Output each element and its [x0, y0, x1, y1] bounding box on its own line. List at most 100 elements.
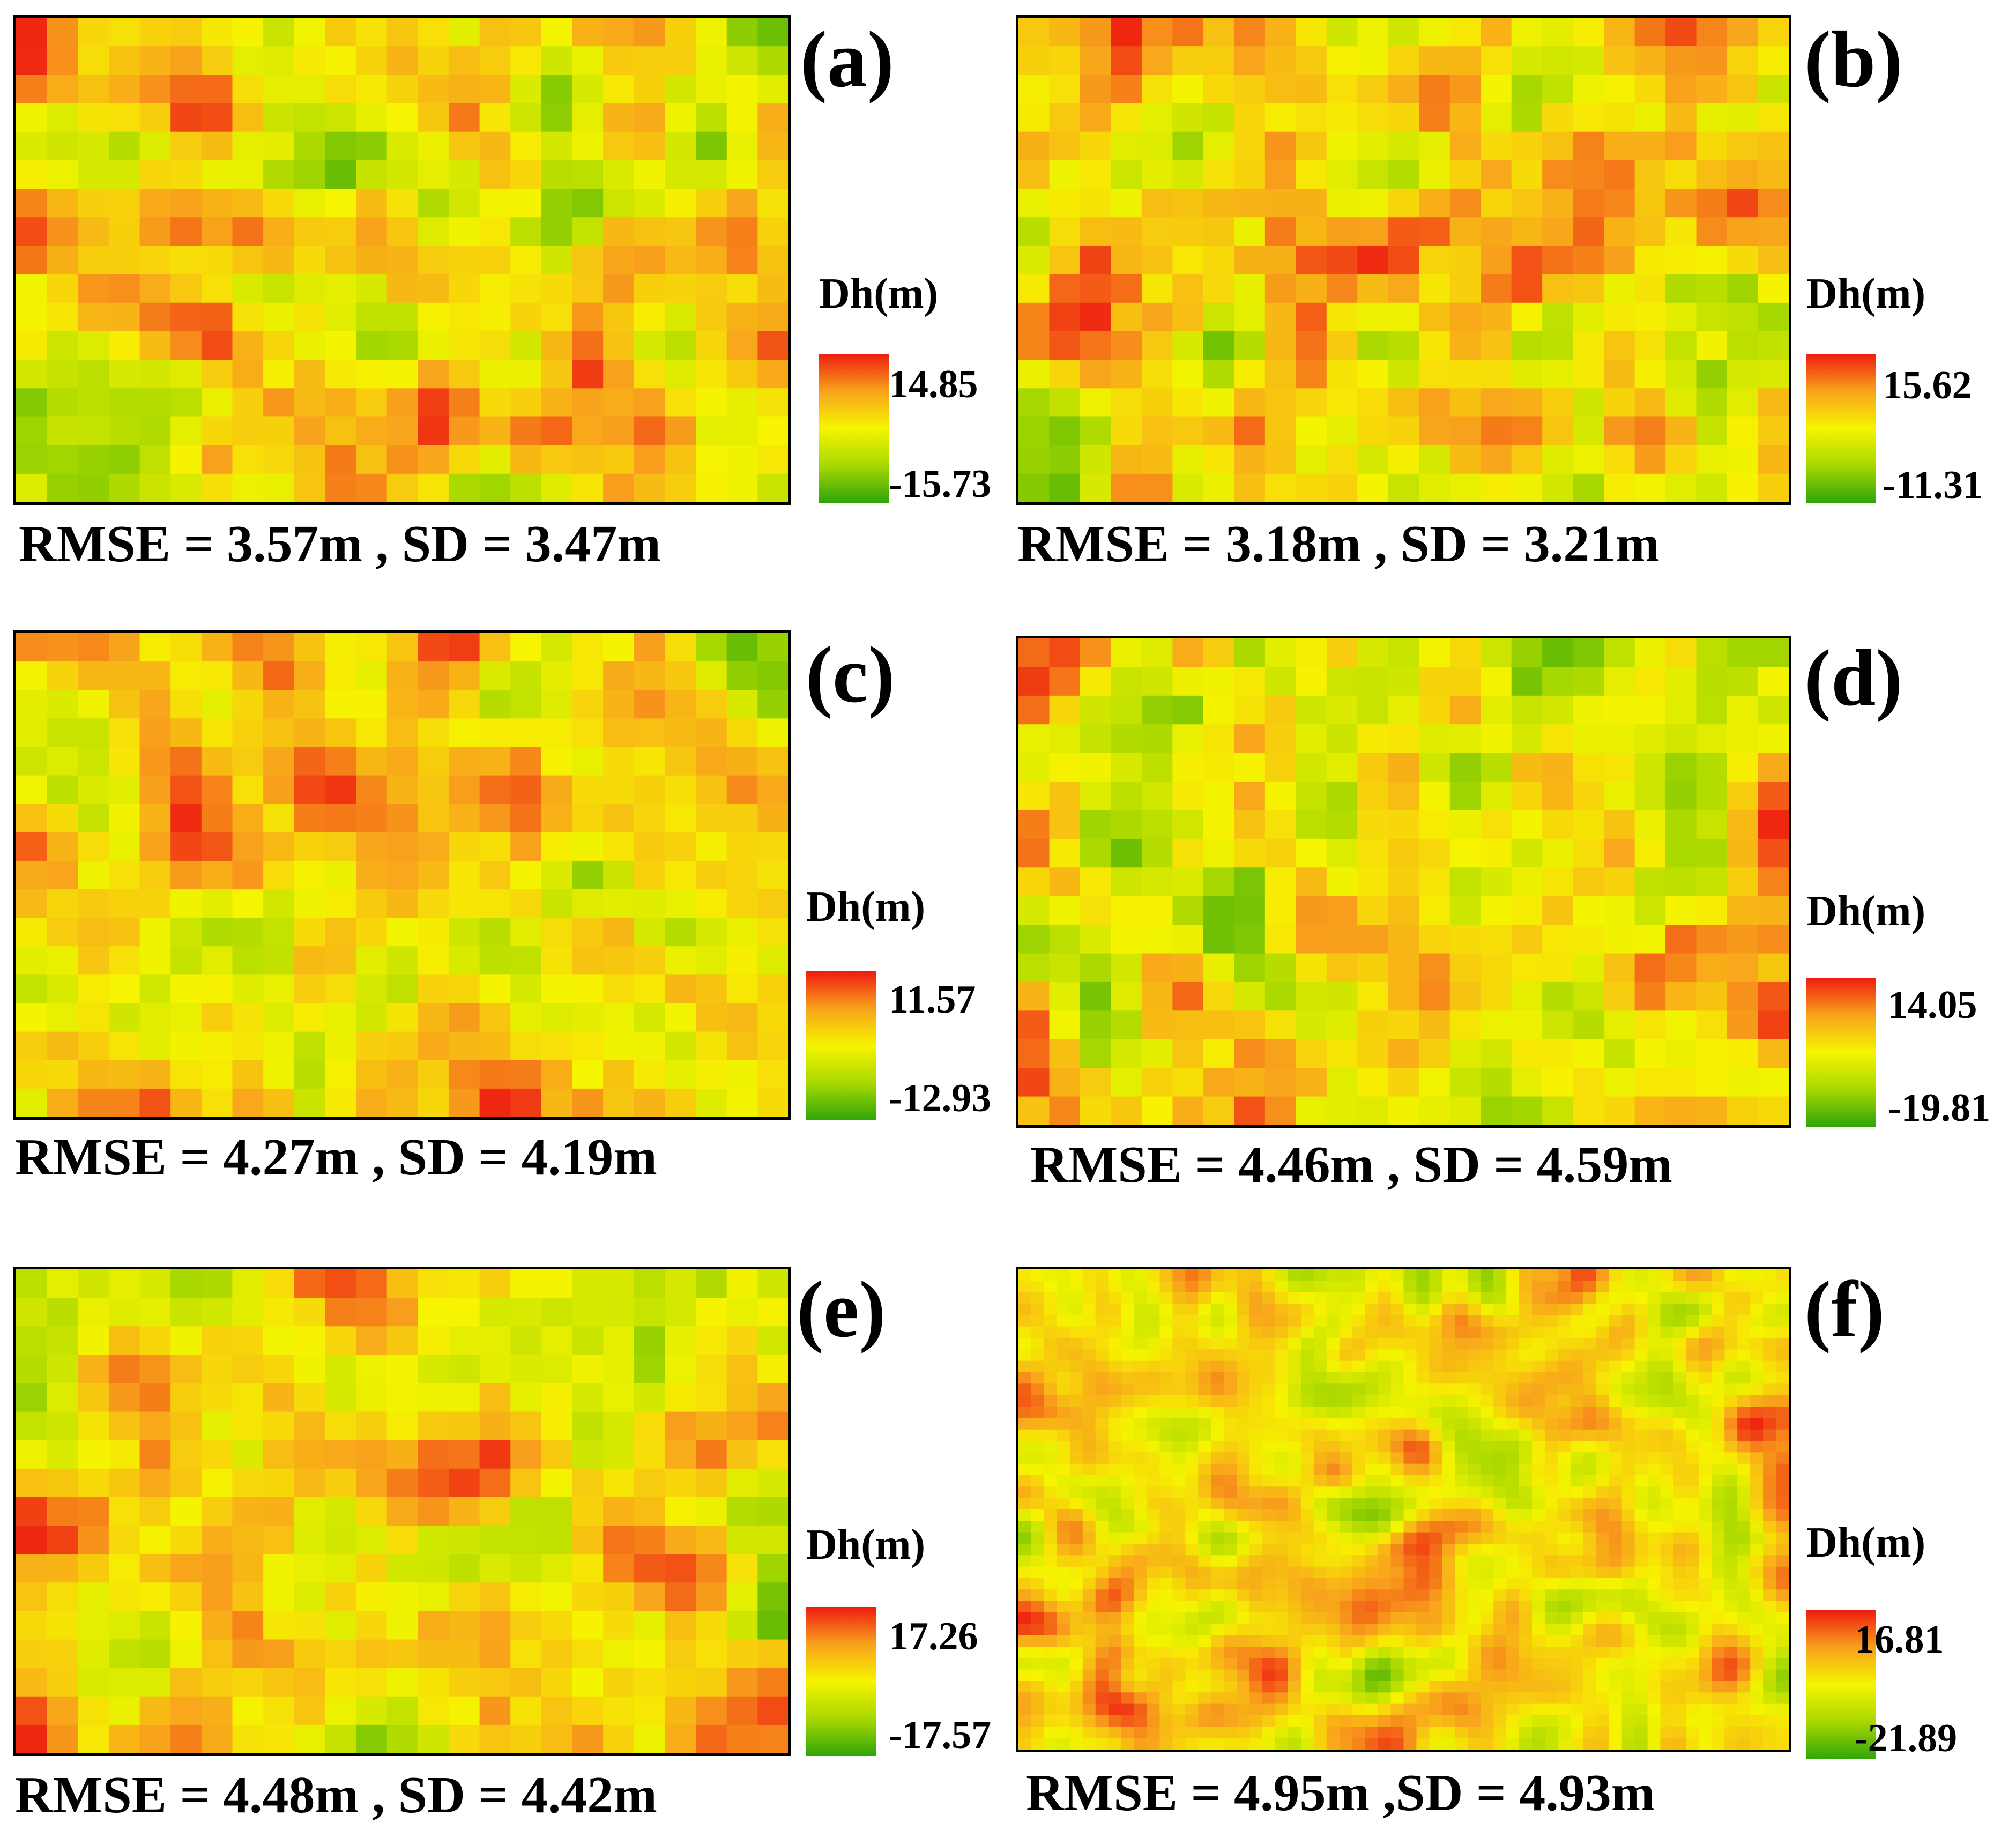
heatmap-cell — [1211, 1681, 1224, 1693]
heatmap-cell — [1296, 217, 1327, 247]
heatmap-cell — [634, 690, 666, 719]
heatmap-cell — [1044, 1692, 1058, 1705]
heatmap-cell — [1313, 1292, 1327, 1304]
heatmap-cell — [1031, 1418, 1045, 1430]
heatmap-cell — [1609, 1624, 1623, 1636]
heatmap-cell — [1185, 1429, 1199, 1441]
heatmap-cell — [1018, 1566, 1032, 1579]
heatmap-cell — [1419, 638, 1450, 668]
heatmap-cell — [448, 1298, 480, 1327]
heatmap-cell — [1673, 1703, 1686, 1716]
heatmap-cell — [1018, 1681, 1032, 1693]
heatmap-cell — [1750, 1532, 1764, 1544]
heatmap-cell — [1141, 896, 1173, 926]
heatmap-cell — [1249, 1383, 1263, 1396]
heatmap-cell — [572, 1003, 604, 1032]
heatmap-cell — [1481, 1010, 1512, 1040]
heatmap-cell — [356, 804, 388, 833]
heatmap-cell — [1264, 18, 1297, 47]
heatmap-cell — [1095, 1703, 1109, 1716]
heatmap-cell — [1712, 1703, 1725, 1716]
heatmap-cell — [1203, 189, 1235, 218]
heatmap-cell — [78, 918, 110, 947]
heatmap-cell — [1647, 1360, 1661, 1373]
heatmap-cell — [510, 1582, 542, 1612]
heatmap-cell — [1390, 1418, 1404, 1430]
heatmap-cell — [1049, 896, 1081, 926]
heatmap-cell — [1449, 724, 1482, 754]
heatmap-cell — [201, 46, 233, 76]
heatmap-cell — [386, 1269, 419, 1299]
heatmap-cell — [1121, 1555, 1135, 1567]
heatmap-cell — [1390, 1589, 1404, 1602]
heatmap-cell — [1750, 1429, 1764, 1441]
heatmap-cell — [1481, 1269, 1494, 1281]
heatmap-cell — [757, 974, 788, 1004]
heatmap-cell — [1468, 1338, 1481, 1350]
heatmap-cell — [1542, 925, 1574, 954]
heatmap-cell — [541, 445, 573, 474]
heatmap-cell — [1429, 1612, 1442, 1624]
heatmap-cell — [1326, 838, 1358, 868]
heatmap-cell — [665, 1554, 697, 1583]
heatmap-cell — [1147, 1669, 1160, 1682]
heatmap-cell — [1776, 1727, 1789, 1739]
heatmap-cell — [1758, 302, 1789, 332]
heatmap-cell — [1468, 1727, 1481, 1739]
heatmap-cell — [1296, 331, 1327, 361]
heatmap-cell — [170, 718, 202, 748]
heatmap-cell — [1763, 1703, 1776, 1716]
heatmap-cell — [479, 445, 511, 474]
heatmap-cell — [1159, 1304, 1173, 1315]
heatmap-cell — [1069, 1715, 1083, 1727]
heatmap-cell — [78, 1298, 110, 1327]
heatmap-cell — [1082, 1532, 1096, 1544]
heatmap-cell — [1211, 1338, 1224, 1350]
heatmap-cell — [170, 189, 202, 218]
heatmap-cell — [1069, 1578, 1083, 1590]
heatmap-cell — [1665, 896, 1697, 926]
heatmap-cell — [356, 1668, 388, 1697]
heatmap-cell — [1352, 1452, 1366, 1464]
heatmap-cell — [1018, 1658, 1032, 1670]
heatmap-cell — [1111, 953, 1143, 983]
heatmap-cell — [510, 804, 542, 833]
heatmap-cell — [1583, 1578, 1597, 1590]
heatmap-cell — [1665, 360, 1697, 389]
heatmap-cell — [1686, 1658, 1699, 1670]
heatmap-cell — [1660, 1326, 1673, 1338]
heatmap-cell — [108, 103, 140, 132]
heatmap-cell — [1234, 473, 1266, 502]
heatmap-cell — [1262, 1372, 1276, 1384]
heatmap-cell — [1365, 1498, 1379, 1510]
heatmap-cell — [1583, 1681, 1597, 1693]
heatmap-cell — [325, 331, 357, 361]
heatmap-cell — [1750, 1498, 1764, 1510]
heatmap-cell — [386, 1060, 419, 1089]
heatmap-cell — [1044, 1452, 1058, 1464]
heatmap-cell — [1095, 1326, 1109, 1338]
heatmap-cell — [448, 1411, 480, 1441]
heatmap-cell — [1141, 953, 1173, 983]
heatmap-cell — [1604, 667, 1635, 696]
heatmap-cell — [603, 1468, 635, 1498]
heatmap-cell — [1737, 1429, 1751, 1441]
heatmap-cell — [1018, 331, 1050, 361]
heatmap-cell — [1390, 1578, 1404, 1590]
heatmap-cell — [1095, 1315, 1109, 1327]
heatmap-cell — [1621, 1521, 1635, 1533]
heatmap-cell — [1234, 18, 1266, 47]
heatmap-cell — [1296, 302, 1327, 332]
heatmap-cell — [232, 889, 264, 919]
heatmap-cell — [108, 1554, 140, 1583]
heatmap-cell — [1390, 1360, 1404, 1373]
heatmap-cell — [1481, 1578, 1494, 1590]
heatmap-cell — [665, 46, 697, 76]
heatmap-cell — [1570, 1372, 1584, 1384]
heatmap-cell — [603, 160, 635, 190]
heatmap-cell — [1141, 331, 1173, 361]
heatmap-cell — [1121, 1326, 1135, 1338]
heatmap-cell — [665, 331, 697, 361]
heatmap-cell — [634, 274, 666, 303]
heatmap-cell — [1159, 1326, 1173, 1338]
